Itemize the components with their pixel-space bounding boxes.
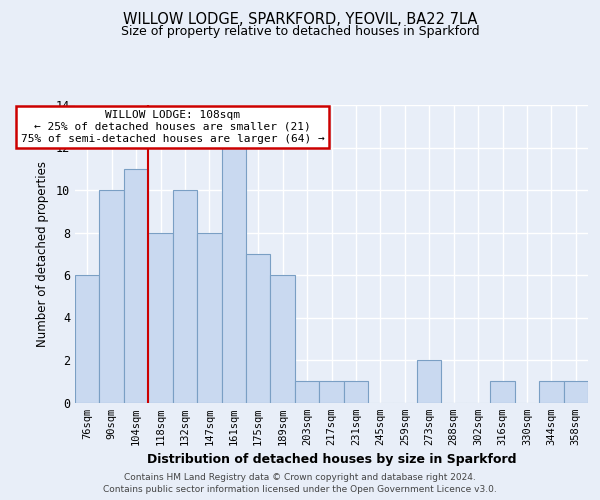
Bar bbox=[221, 148, 246, 402]
Text: WILLOW LODGE: 108sqm
← 25% of detached houses are smaller (21)
75% of semi-detac: WILLOW LODGE: 108sqm ← 25% of detached h… bbox=[21, 110, 325, 144]
Bar bbox=[173, 190, 197, 402]
Bar bbox=[295, 381, 319, 402]
X-axis label: Distribution of detached houses by size in Sparkford: Distribution of detached houses by size … bbox=[147, 453, 516, 466]
Bar bbox=[344, 381, 368, 402]
Bar bbox=[75, 275, 100, 402]
Bar bbox=[148, 232, 173, 402]
Bar bbox=[417, 360, 442, 403]
Text: Contains HM Land Registry data © Crown copyright and database right 2024.: Contains HM Land Registry data © Crown c… bbox=[124, 472, 476, 482]
Bar bbox=[490, 381, 515, 402]
Bar bbox=[197, 232, 221, 402]
Y-axis label: Number of detached properties: Number of detached properties bbox=[36, 161, 49, 347]
Text: WILLOW LODGE, SPARKFORD, YEOVIL, BA22 7LA: WILLOW LODGE, SPARKFORD, YEOVIL, BA22 7L… bbox=[123, 12, 477, 28]
Bar bbox=[319, 381, 344, 402]
Bar bbox=[563, 381, 588, 402]
Bar bbox=[100, 190, 124, 402]
Text: Size of property relative to detached houses in Sparkford: Size of property relative to detached ho… bbox=[121, 25, 479, 38]
Bar bbox=[271, 275, 295, 402]
Bar bbox=[246, 254, 271, 402]
Text: Contains public sector information licensed under the Open Government Licence v3: Contains public sector information licen… bbox=[103, 485, 497, 494]
Bar bbox=[539, 381, 563, 402]
Bar bbox=[124, 169, 148, 402]
